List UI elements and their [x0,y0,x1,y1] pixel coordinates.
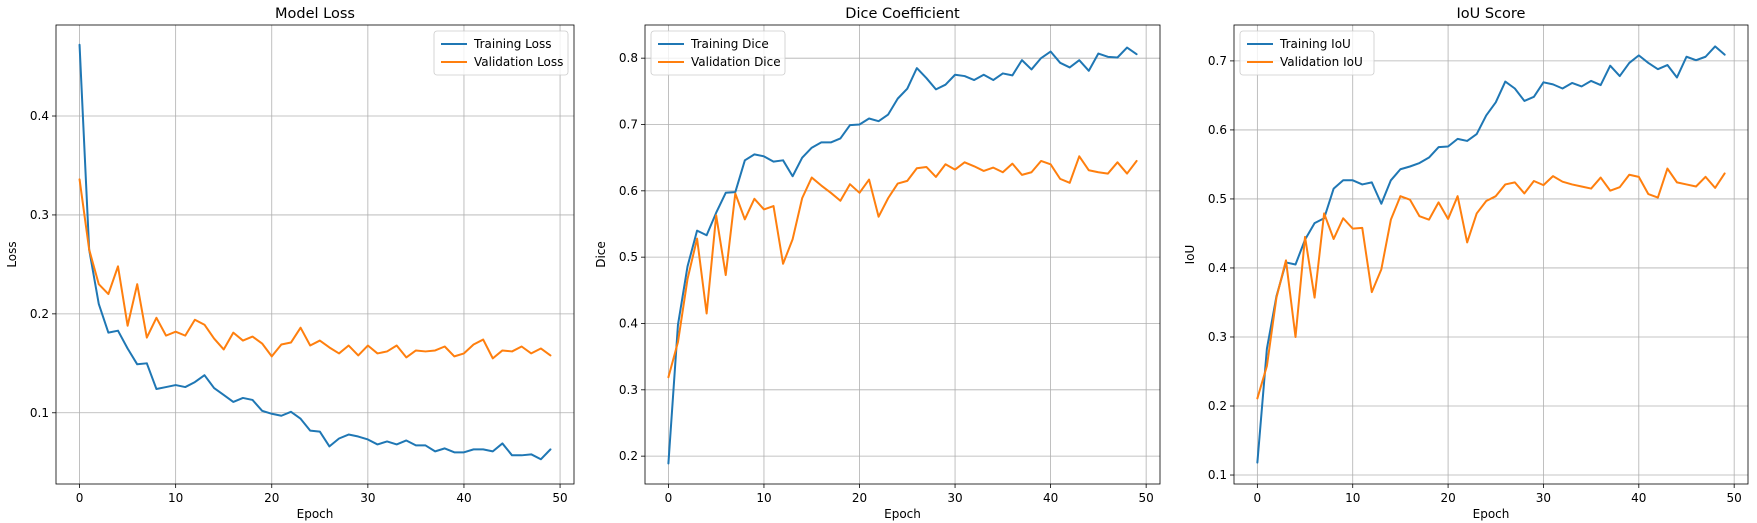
x-axis-label: Epoch [884,507,921,521]
chart-panel-2: 0 10 20 30 40 50 0.2 0.3 0.4 0.5 0.6 0.7 0.8 Dice Coe… [594,6,1161,521]
x-tick-label: 0 [76,491,84,505]
y-tick-label: 0.7 [1208,54,1227,68]
x-tick-label: 10 [1345,491,1360,505]
x-tick-label: 50 [552,491,567,505]
x-tick-label: 20 [1440,491,1455,505]
y-tick-label: 0.7 [619,117,638,131]
plot-frame [644,24,1161,485]
series-line-training-loss [78,43,552,461]
x-tick-label: 50 [1139,491,1154,505]
y-tick-label: 0.8 [619,51,638,65]
chart-panel-3: 0 10 20 30 40 50 0.1 0.2 0.3 0.4 0.5 0.6 0.7 IoU Scor… [1183,6,1749,521]
series-line-validation-iou [1256,167,1726,400]
legend-box [650,30,786,76]
x-axis-label: Epoch [1473,507,1510,521]
legend-label: Training Dice [690,37,769,51]
x-tick-label: 10 [756,491,771,505]
y-tick-label: 0.3 [619,383,638,397]
y-axis-label: Dice [594,241,608,268]
legend-label: Validation Loss [474,55,563,69]
x-tick-label: 50 [1727,491,1742,505]
y-tick-label: 0.4 [619,316,638,330]
x-tick-label: 30 [1536,491,1551,505]
legend-box [433,30,569,76]
legend-label: Validation IoU [1280,55,1363,69]
plot-frame [1233,24,1749,485]
legend: Training Dice Validation Dice [650,30,786,76]
legend: Training Loss Validation Loss [433,30,569,76]
y-tick-label: 0.6 [619,184,638,198]
legend-box [1239,30,1375,76]
x-tick-label: 40 [456,491,471,505]
y-tick-label: 0.1 [30,406,49,420]
y-axis-label: IoU [1183,245,1197,265]
legend-label: Training Loss [473,37,551,51]
y-tick-label: 0.2 [30,307,49,321]
x-tick-label: 30 [947,491,962,505]
y-tick-label: 0.2 [619,449,638,463]
x-tick-label: 0 [1254,491,1262,505]
y-tick-label: 0.5 [619,250,638,264]
x-tick-label: 30 [360,491,375,505]
legend-label: Validation Dice [691,55,781,69]
chart-title: Model Loss [275,6,355,22]
x-tick-label: 20 [264,491,279,505]
y-tick-label: 0.3 [30,208,49,222]
legend-label: Training IoU [1279,37,1351,51]
chart-title: Dice Coefficient [845,6,960,22]
y-tick-label: 0.2 [1208,399,1227,413]
y-tick-label: 0.1 [1208,468,1227,482]
chart-title: IoU Score [1457,6,1526,22]
y-axis-label: Loss [5,241,19,267]
series-line-training-dice [667,46,1138,465]
y-tick-label: 0.4 [1208,261,1227,275]
series-line-validation-dice [667,155,1138,379]
series-line-training-iou [1256,45,1726,464]
x-tick-label: 0 [665,491,673,505]
x-tick-label: 40 [1043,491,1058,505]
series-line-validation-loss [78,178,552,360]
x-tick-label: 20 [852,491,867,505]
x-axis-label: Epoch [297,507,334,521]
y-tick-label: 0.3 [1208,330,1227,344]
x-tick-label: 10 [168,491,183,505]
y-tick-label: 0.4 [30,109,49,123]
legend: Training IoU Validation IoU [1239,30,1375,76]
y-tick-label: 0.6 [1208,123,1227,137]
x-tick-label: 40 [1631,491,1646,505]
plot-frame [55,24,575,485]
chart-panel-1: 0 10 20 30 40 50 0.1 0.2 0.3 0.4 Model Loss Epoch Lo… [5,6,575,521]
y-tick-label: 0.5 [1208,192,1227,206]
